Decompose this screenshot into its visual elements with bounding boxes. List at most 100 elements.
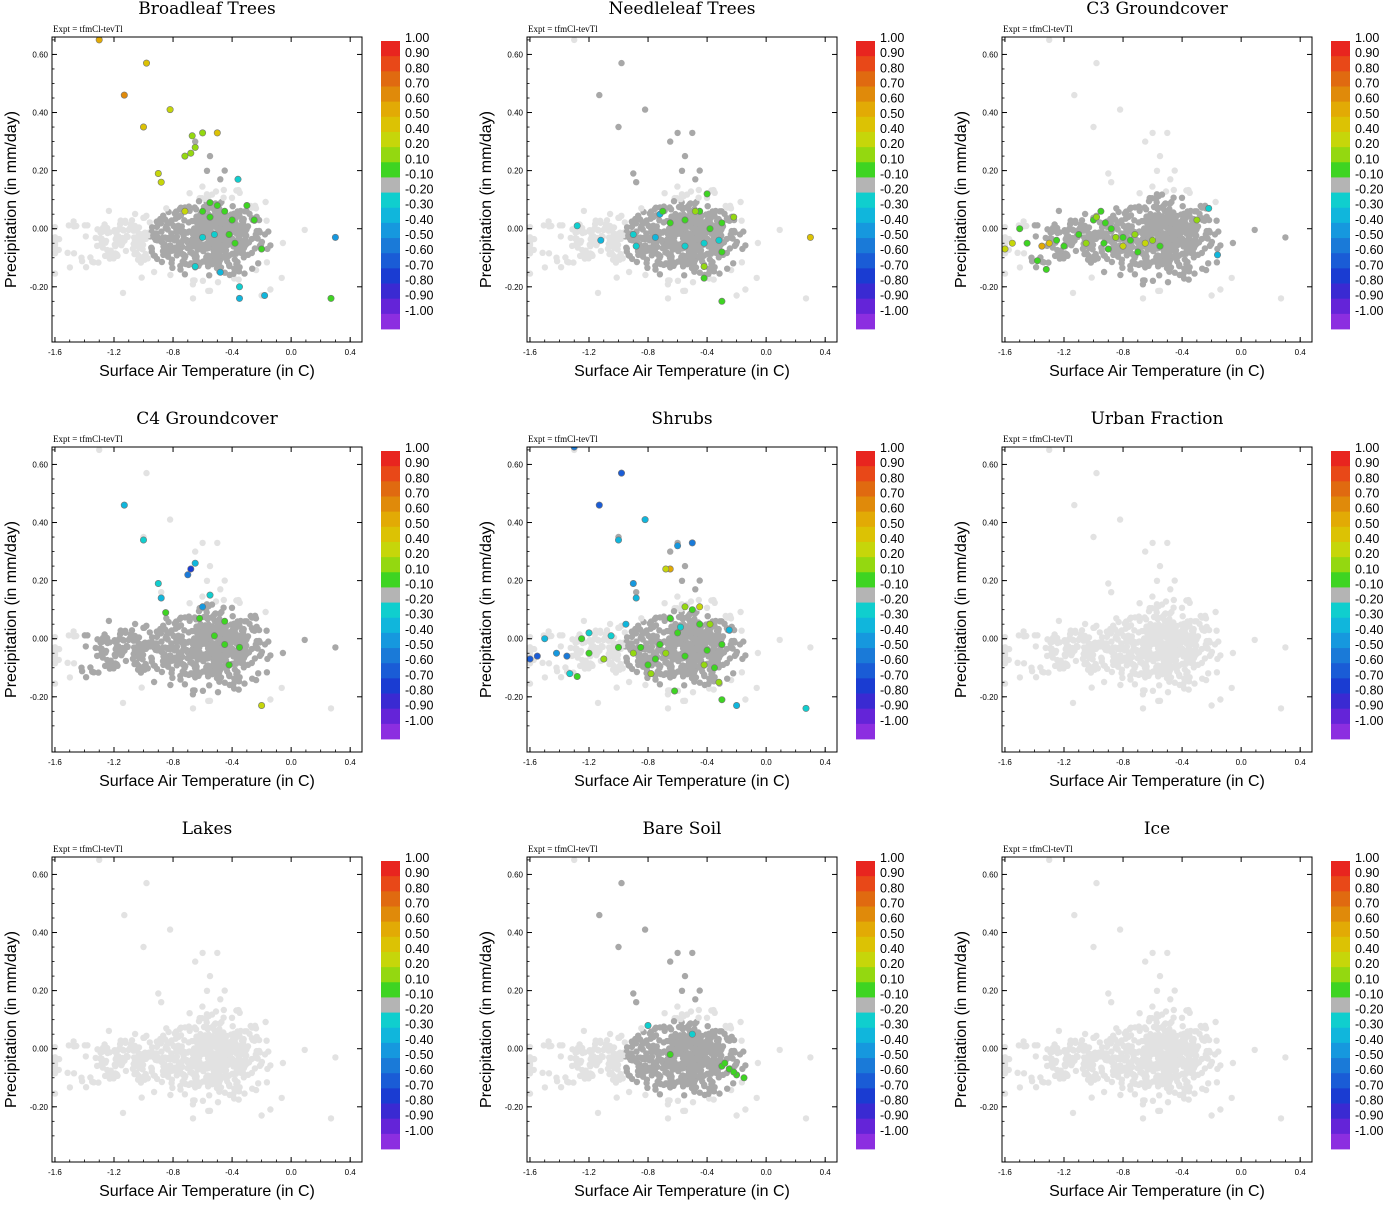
background-point <box>1171 219 1177 225</box>
colorbar-label: 0.50 <box>880 517 904 531</box>
background-point <box>724 676 730 682</box>
background-point <box>1089 684 1095 690</box>
background-point <box>557 222 563 228</box>
background-point <box>721 211 727 217</box>
background-point <box>168 260 174 266</box>
background-point <box>643 220 649 226</box>
colorbar-label: -0.90 <box>880 289 909 303</box>
background-point <box>633 589 639 595</box>
background-point <box>201 652 207 658</box>
colorbar-label: 0.90 <box>880 456 904 470</box>
background-point <box>1017 674 1023 680</box>
background-point <box>546 223 552 229</box>
x-tick-label: -1.2 <box>107 348 121 357</box>
background-point <box>679 635 685 641</box>
background-point <box>161 245 167 251</box>
background-point <box>1171 187 1177 193</box>
background-point <box>169 658 175 664</box>
background-point <box>630 170 636 176</box>
background-point <box>229 195 235 201</box>
data-point <box>222 208 228 214</box>
background-point <box>1032 222 1038 228</box>
background-point <box>220 195 226 201</box>
background-point <box>527 245 533 251</box>
background-point <box>169 644 175 650</box>
colorbar-swatch <box>381 268 400 284</box>
background-point <box>695 637 701 643</box>
expt-annotation: Expt = tfmCl-tevTl <box>1003 434 1073 444</box>
data-point <box>1108 226 1114 232</box>
data-point <box>1157 243 1163 249</box>
background-point <box>577 663 583 669</box>
background-point <box>154 666 160 672</box>
background-point <box>1187 190 1193 196</box>
background-point <box>1065 643 1071 649</box>
colorbar-swatch <box>381 223 400 239</box>
background-point <box>83 264 89 270</box>
background-point <box>600 227 606 233</box>
background-point <box>1212 199 1218 205</box>
colorbar-swatch <box>381 709 400 725</box>
background-point <box>668 623 674 629</box>
colorbar-label: 0.90 <box>880 46 904 60</box>
background-point <box>106 618 112 624</box>
background-point <box>642 106 648 112</box>
x-tick-label: -0.4 <box>225 348 239 357</box>
background-point <box>1170 227 1176 233</box>
data-point <box>701 662 707 668</box>
background-point <box>1073 658 1079 664</box>
background-point <box>1117 682 1123 688</box>
y-tick-label: 0.20 <box>982 167 998 176</box>
y-tick-label: -0.20 <box>505 693 524 702</box>
background-point <box>225 242 231 248</box>
background-point <box>1196 621 1202 627</box>
background-point <box>615 664 621 670</box>
data-point <box>1061 243 1067 249</box>
background-point <box>632 216 638 222</box>
colorbar-label: -0.10 <box>405 577 434 591</box>
background-point <box>618 213 624 219</box>
y-tick-label: 0.20 <box>507 577 523 586</box>
background-point <box>583 658 589 664</box>
background-point <box>1089 274 1095 280</box>
background-point <box>1021 660 1027 666</box>
background-point <box>139 656 145 662</box>
data-point <box>1046 240 1052 246</box>
background-point <box>1170 621 1176 627</box>
colorbar-label: 0.90 <box>1355 46 1379 60</box>
data-point <box>226 231 232 237</box>
colorbar-swatch <box>856 223 875 239</box>
background-point <box>1156 237 1162 243</box>
data-point <box>211 231 217 237</box>
colorbar-label: 0.10 <box>880 152 904 166</box>
data-point <box>185 572 191 578</box>
background-point <box>1104 256 1110 262</box>
y-tick-label: 0.00 <box>507 635 523 644</box>
colorbar-label: 0.20 <box>880 547 904 561</box>
y-tick-label: -0.20 <box>30 693 49 702</box>
background-point <box>190 295 196 301</box>
background-point <box>183 261 189 267</box>
background-point <box>202 622 208 628</box>
background-point <box>212 667 218 673</box>
background-point <box>626 679 632 685</box>
background-point <box>1154 635 1160 641</box>
background-point <box>573 652 579 658</box>
background-point <box>206 272 212 278</box>
background-point <box>52 224 58 230</box>
colorbar-label: -0.50 <box>880 228 909 242</box>
background-point <box>539 250 545 256</box>
data-point <box>167 106 173 112</box>
background-point <box>140 664 146 670</box>
background-point <box>1136 600 1142 606</box>
background-point <box>1127 676 1133 682</box>
x-tick-label: 0.0 <box>761 758 773 767</box>
data-point <box>140 537 146 543</box>
background-point <box>206 237 212 243</box>
background-point <box>527 234 533 240</box>
background-point <box>1070 700 1076 706</box>
background-point <box>1155 615 1161 621</box>
background-point <box>186 190 192 196</box>
